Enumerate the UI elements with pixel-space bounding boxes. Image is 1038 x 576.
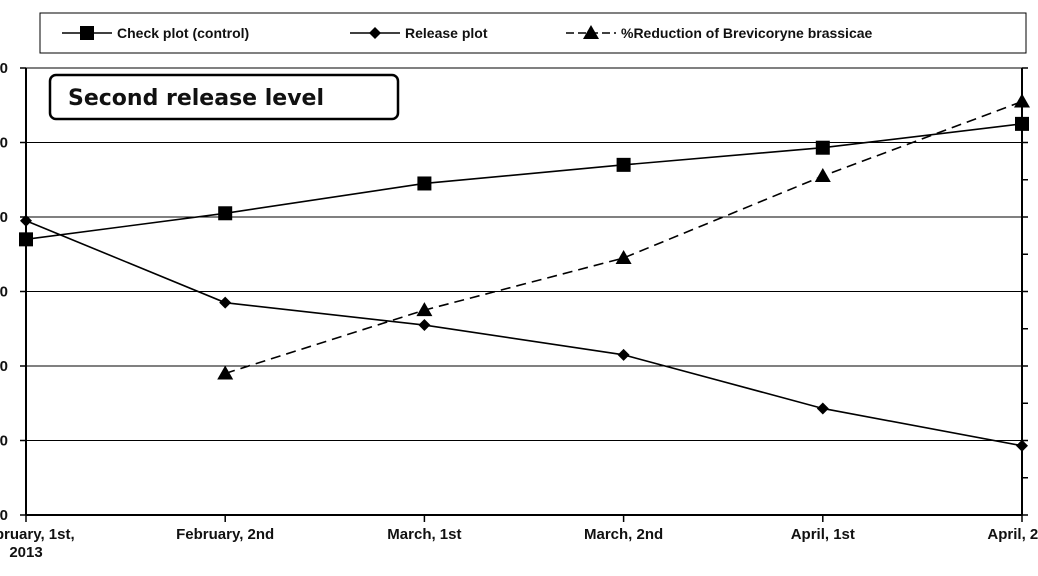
x-tick-label: February, 2nd bbox=[176, 526, 274, 543]
legend-item: Check plot (control) bbox=[62, 25, 249, 41]
legend: Check plot (control) Release plot %Reducti… bbox=[62, 25, 873, 41]
legend-item: %Reduction of Brevicoryne brassicae bbox=[566, 25, 873, 41]
series bbox=[19, 93, 1030, 452]
series-triangle bbox=[217, 93, 1030, 380]
annotation-box bbox=[48, 73, 400, 121]
diamond-marker bbox=[418, 319, 431, 332]
axes bbox=[20, 67, 1028, 522]
x-tick-label: March, 1st bbox=[387, 526, 461, 543]
square-marker bbox=[19, 232, 33, 247]
diamond-marker bbox=[20, 214, 32, 227]
square-marker bbox=[815, 140, 830, 155]
square-marker bbox=[1015, 116, 1029, 131]
x-tick-label: March, 2nd bbox=[584, 526, 663, 543]
triangle-marker bbox=[583, 25, 599, 39]
y-tick-label: 20 bbox=[0, 358, 8, 375]
x-tick-label: April, 1st bbox=[791, 526, 855, 543]
diamond-marker bbox=[1016, 439, 1028, 452]
triangle-marker bbox=[615, 249, 632, 264]
y-tick-label: 40 bbox=[0, 209, 8, 226]
triangle-marker bbox=[416, 302, 433, 317]
triangle-marker bbox=[814, 168, 831, 183]
legend-label: %Reduction of Brevicoryne brassicae bbox=[621, 25, 873, 41]
y-tick-label: 30 bbox=[0, 284, 8, 301]
diamond-marker bbox=[617, 348, 630, 361]
gridlines bbox=[26, 67, 1022, 516]
diamond-marker bbox=[219, 296, 232, 309]
diamond-marker bbox=[369, 27, 381, 39]
diamond-marker bbox=[816, 402, 829, 415]
tick-labels: 0 10 20 30 40 50 60 February, 1st,2013 February,… bbox=[0, 60, 1038, 561]
y-tick-label: 50 bbox=[0, 135, 8, 152]
annotation-text: Second release level bbox=[68, 86, 324, 111]
x-tick-label: April, 2nd bbox=[987, 526, 1038, 543]
triangle-marker bbox=[1014, 93, 1030, 108]
square-marker bbox=[218, 206, 233, 221]
legend-box bbox=[39, 12, 1027, 54]
legend-label: Release plot bbox=[405, 25, 488, 41]
series-diamond bbox=[20, 214, 1028, 452]
series-line bbox=[25, 219, 1023, 447]
series-line bbox=[25, 123, 1023, 241]
square-marker bbox=[616, 157, 631, 172]
legend-item: Release plot bbox=[350, 25, 488, 41]
square-marker bbox=[417, 176, 432, 191]
y-tick-label: 0 bbox=[0, 507, 8, 524]
legend-label: Check plot (control) bbox=[117, 25, 249, 41]
x-tick-label: February, 1st,2013 bbox=[0, 526, 75, 561]
y-tick-label: 60 bbox=[0, 60, 8, 77]
triangle-marker bbox=[217, 365, 234, 380]
series-square bbox=[19, 116, 1029, 247]
y-tick-label: 10 bbox=[0, 433, 8, 450]
square-marker bbox=[80, 26, 94, 40]
